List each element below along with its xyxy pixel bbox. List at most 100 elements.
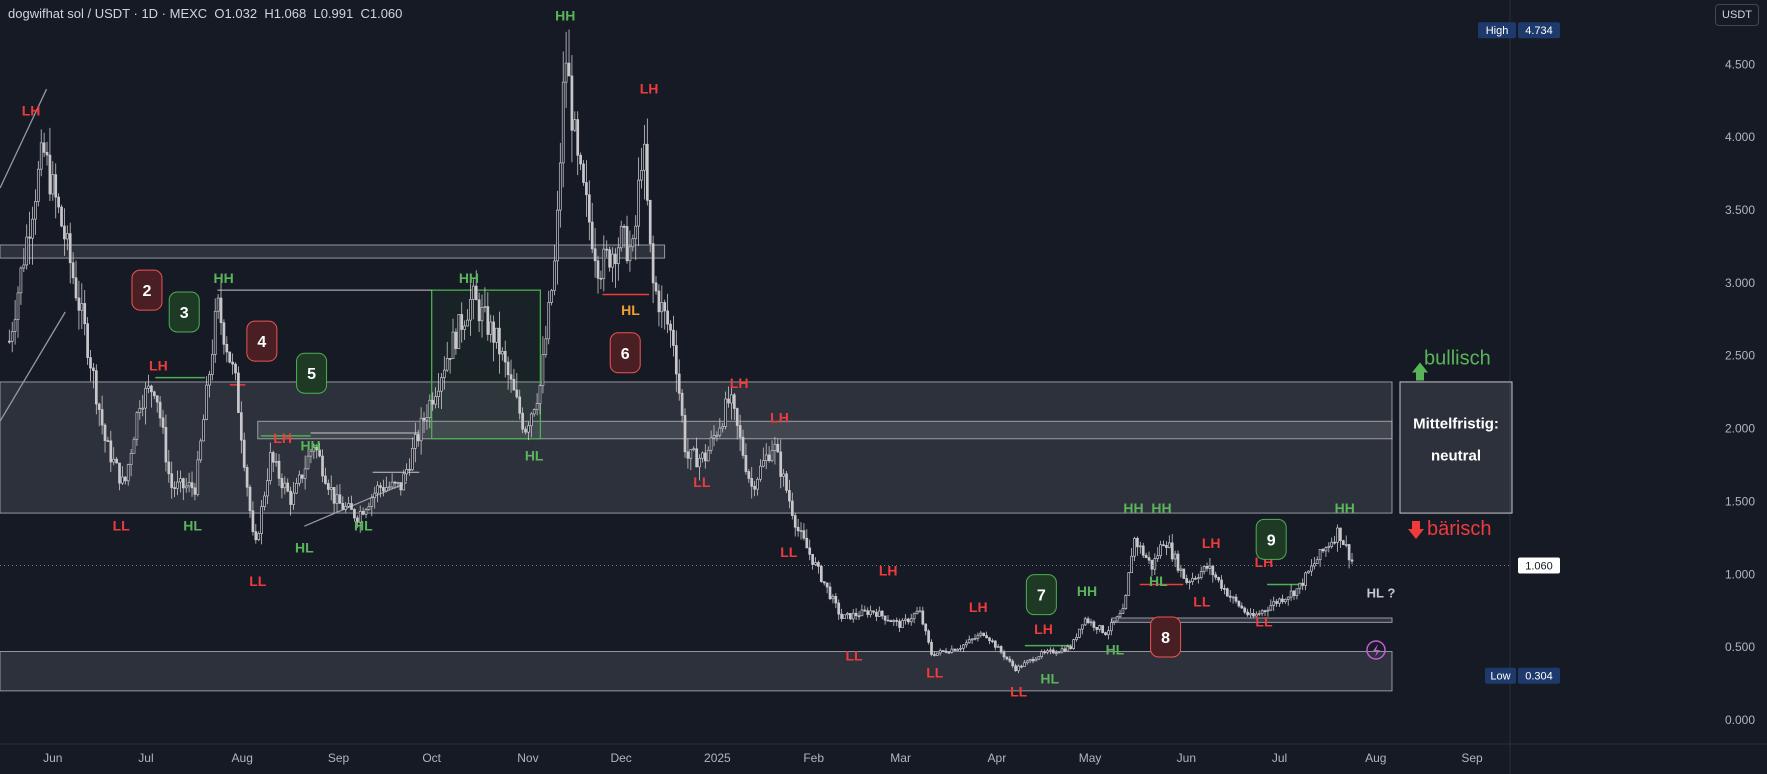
- candle-body: [234, 363, 237, 374]
- candle: [614, 248, 617, 288]
- candle-body: [466, 319, 469, 327]
- price-tag-value: 4.734: [1525, 25, 1553, 37]
- candle-body: [996, 646, 1000, 648]
- candle-body: [1057, 651, 1061, 654]
- candle-body: [605, 248, 609, 251]
- candle-body: [1301, 582, 1305, 586]
- y-tick-label: 4.500: [1725, 57, 1755, 71]
- candle: [872, 610, 875, 615]
- x-tick-label: Jun: [43, 751, 62, 765]
- candle-body: [709, 437, 713, 451]
- candle-body: [1072, 639, 1075, 649]
- candle-body: [1312, 563, 1316, 567]
- candle: [155, 395, 159, 413]
- candle: [692, 446, 696, 452]
- candle: [65, 225, 69, 251]
- candle-body: [489, 321, 493, 335]
- candle-body: [469, 298, 472, 321]
- candle: [909, 613, 913, 626]
- candle-body: [1315, 559, 1319, 565]
- candle: [776, 438, 780, 453]
- candle-body: [199, 440, 203, 461]
- currency-button[interactable]: USDT: [1715, 4, 1759, 26]
- candle-body: [611, 253, 614, 268]
- candle-body: [60, 206, 63, 227]
- candle: [1321, 548, 1325, 553]
- candle: [144, 382, 147, 425]
- candle-body: [161, 417, 165, 428]
- candle: [1173, 550, 1177, 568]
- candle: [390, 473, 394, 490]
- candle-body: [950, 648, 954, 653]
- candle-body: [477, 299, 481, 322]
- candle: [605, 240, 609, 257]
- candle: [956, 648, 959, 651]
- x-tick-label: Dec: [610, 751, 631, 765]
- candle-body: [988, 637, 991, 642]
- candle-body: [16, 292, 20, 321]
- candle-body: [703, 452, 707, 462]
- candle: [318, 443, 321, 458]
- candle-body: [245, 467, 249, 488]
- candle-body: [576, 119, 580, 156]
- callout-number: 3: [180, 305, 189, 322]
- candle-body: [297, 474, 301, 484]
- candle: [1095, 627, 1099, 634]
- candle: [54, 163, 58, 219]
- candle: [558, 142, 562, 228]
- candle-body: [1266, 609, 1270, 612]
- candle-body: [1066, 646, 1070, 652]
- candle: [579, 152, 582, 171]
- candle: [239, 401, 243, 454]
- candle-body: [1350, 559, 1354, 562]
- candle: [184, 477, 188, 493]
- candle-body: [590, 221, 594, 250]
- candle: [747, 468, 751, 483]
- candle: [1350, 553, 1354, 565]
- candle: [454, 328, 458, 355]
- candle: [1301, 578, 1305, 591]
- candle-body: [460, 314, 464, 330]
- candle-body: [1292, 590, 1296, 597]
- structure-label-ll: LL: [249, 573, 267, 589]
- candle: [303, 455, 307, 490]
- candle-body: [724, 398, 727, 427]
- candle-body: [144, 387, 147, 409]
- candle: [181, 477, 185, 501]
- candle: [883, 615, 887, 625]
- candle-body: [277, 460, 281, 479]
- candle-body: [422, 417, 426, 421]
- candle-body: [738, 425, 742, 438]
- candle-body: [1324, 547, 1328, 552]
- candle-body: [741, 436, 745, 456]
- candle-body: [808, 547, 812, 555]
- candle-body: [109, 440, 113, 463]
- candle: [651, 235, 655, 304]
- candle: [1211, 564, 1215, 583]
- candle-body: [1330, 541, 1334, 547]
- candle-body: [225, 343, 229, 353]
- candle-body: [1260, 610, 1264, 614]
- candle: [770, 440, 774, 463]
- candle: [915, 606, 919, 615]
- candle: [721, 422, 725, 433]
- candle: [1020, 664, 1023, 669]
- candle-body: [1243, 607, 1247, 613]
- candle-body: [1237, 600, 1241, 607]
- candle: [654, 276, 658, 295]
- candle-body: [318, 449, 321, 457]
- candle-body: [538, 385, 542, 404]
- candle-body: [947, 651, 951, 654]
- candle: [469, 283, 472, 336]
- candle: [1121, 603, 1125, 614]
- candle: [129, 448, 133, 477]
- candle-body: [350, 503, 353, 510]
- candle-body: [935, 652, 939, 656]
- lightning-icon: [1366, 640, 1386, 660]
- candle: [335, 484, 339, 513]
- candle-body: [321, 455, 324, 477]
- price-tag-label: High: [1486, 25, 1509, 37]
- candle-body: [1115, 616, 1119, 622]
- candle-body: [553, 260, 556, 291]
